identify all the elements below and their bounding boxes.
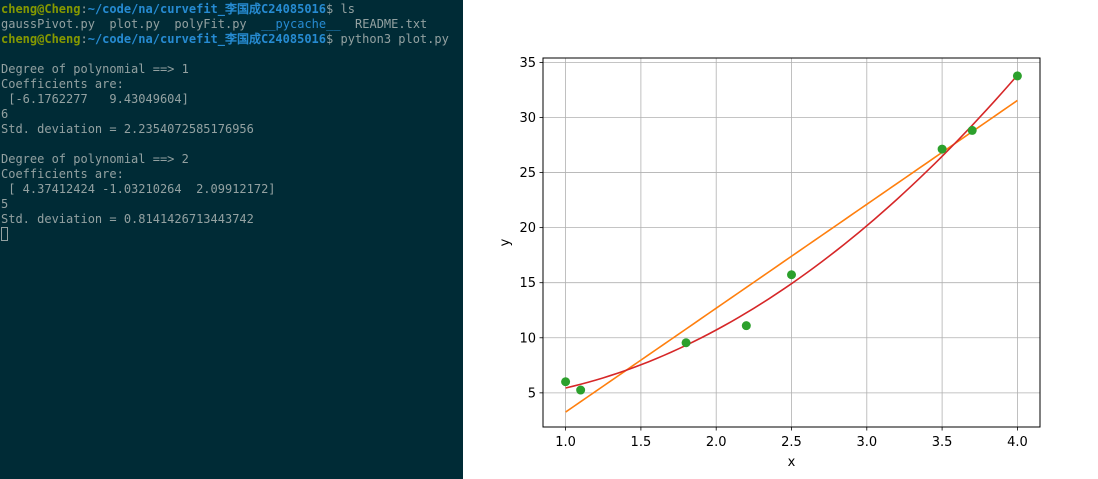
terminal-line: Coefficients are: [1, 77, 449, 92]
terminal-text-text: $ python3 plot.py [326, 32, 449, 46]
terminal-line: cheng@Cheng:~/code/na/curvefit_李国成C24085… [1, 2, 449, 17]
x-tick-label: 4.0 [1007, 435, 1028, 450]
terminal-cursor [1, 227, 8, 241]
data-point [1012, 71, 1022, 81]
terminal-text-text: Std. deviation = 0.8141426713443742 [1, 212, 254, 226]
terminal-line: Std. deviation = 2.2354072585176956 [1, 122, 449, 137]
terminal-line: 6 [1, 107, 449, 122]
terminal-output: cheng@Cheng:~/code/na/curvefit_李国成C24085… [1, 2, 449, 242]
terminal-text-text: [ 4.37412424 -1.03210264 2.09912172] [1, 182, 276, 196]
terminal-text-text: Coefficients are: [1, 167, 124, 181]
y-tick-label: 10 [519, 331, 536, 346]
terminal-line: Degree of polynomial ==> 1 [1, 62, 449, 77]
y-axis: 5 10 15 20 25 30 35 [519, 56, 543, 401]
terminal-line [1, 227, 449, 242]
data-point [561, 377, 571, 387]
y-tick-label: 5 [528, 386, 536, 401]
terminal-line: gaussPivot.py plot.py polyFit.py __pycac… [1, 17, 449, 32]
terminal-text-text: Coefficients are: [1, 77, 124, 91]
terminal-line [1, 47, 449, 62]
terminal-text-text: $ ls [326, 2, 355, 16]
terminal-line: 5 [1, 197, 449, 212]
terminal-window[interactable]: cheng@Cheng:~/code/na/curvefit_李国成C24085… [0, 0, 463, 479]
data-point [741, 321, 751, 331]
x-tick-label: 1.5 [631, 435, 652, 450]
terminal-text-user: cheng@Cheng [1, 2, 81, 16]
x-tick-label: 2.0 [706, 435, 727, 450]
data-point [681, 338, 691, 348]
terminal-text-text: Degree of polynomial ==> 1 [1, 62, 189, 76]
y-tick-label: 20 [519, 221, 536, 236]
terminal-text-user: cheng@Cheng [1, 32, 81, 46]
terminal-text-text: 5 [1, 197, 9, 211]
data-point [787, 270, 796, 280]
terminal-line [1, 137, 449, 152]
data-point [967, 125, 977, 135]
y-tick-label: 35 [519, 56, 536, 71]
terminal-text-text: Degree of polynomial ==> 2 [1, 152, 189, 166]
grid [543, 58, 1040, 427]
x-axis: 1.0 1.5 2.0 2.5 3.0 3.5 4.0 [555, 427, 1028, 450]
chart: 1.0 1.5 2.0 2.5 3.0 3.5 4.0 5 10 15 20 25 30 35 x y [498, 56, 1041, 470]
fit-line-degree-2 [565, 74, 1019, 389]
data-points [561, 71, 1022, 395]
terminal-text-dir: __pycache__ [261, 17, 341, 31]
y-tick-label: 30 [519, 111, 536, 126]
terminal-line: [-6.1762277 9.43049604] [1, 92, 449, 107]
y-tick-label: 15 [519, 276, 536, 291]
terminal-line: [ 4.37412424 -1.03210264 2.09912172] [1, 182, 449, 197]
x-tick-label: 3.5 [932, 435, 953, 450]
data-point [576, 385, 586, 395]
terminal-line: cheng@Cheng:~/code/na/curvefit_李国成C24085… [1, 32, 449, 47]
x-axis-label: x [788, 455, 796, 470]
terminal-text-text: : [80, 2, 88, 16]
terminal-text-text: : [80, 32, 88, 46]
terminal-text-path: ~/code/na/curvefit_李国成C24085016 [87, 2, 327, 16]
terminal-text-path: ~/code/na/curvefit_李国成C24085016 [87, 32, 327, 46]
terminal-text-text: README.txt [340, 17, 428, 31]
terminal-text-text: Std. deviation = 2.2354072585176956 [1, 122, 254, 136]
x-tick-label: 1.0 [555, 435, 576, 450]
terminal-text-text: gaussPivot.py plot.py polyFit.py [1, 17, 262, 31]
plot-window: 1.0 1.5 2.0 2.5 3.0 3.5 4.0 5 10 15 20 25 30 35 x y [463, 0, 1098, 479]
terminal-line: Degree of polynomial ==> 2 [1, 152, 449, 167]
y-tick-label: 25 [519, 166, 536, 181]
data-point [937, 144, 947, 154]
terminal-text-text: [-6.1762277 9.43049604] [1, 92, 189, 106]
terminal-line: Coefficients are: [1, 167, 449, 182]
y-axis-label: y [498, 238, 513, 246]
terminal-text-text: 6 [1, 107, 9, 121]
terminal-line: Std. deviation = 0.8141426713443742 [1, 212, 449, 227]
x-tick-label: 2.5 [781, 435, 802, 450]
x-tick-label: 3.0 [856, 435, 877, 450]
